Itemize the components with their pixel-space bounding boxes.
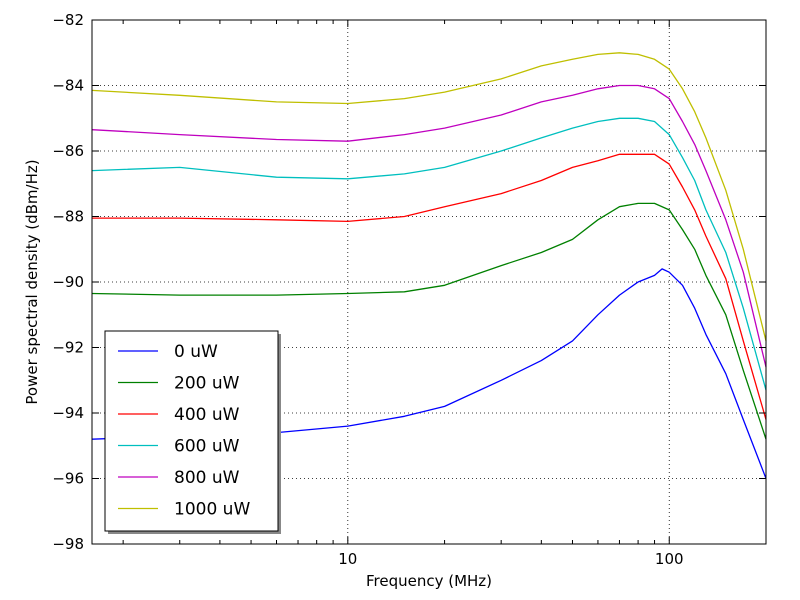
axis-ticks [92, 19, 767, 545]
y-tick-label: −96 [52, 470, 84, 488]
y-tick-label: −90 [52, 273, 84, 291]
legend-label: 200 uW [174, 374, 240, 394]
series-line [91, 202, 767, 440]
y-tick-labels: −98 −96 −94 −92 −90 −88 −86 −84 −82 [52, 11, 84, 553]
x-tick-labels: 10 100 [338, 550, 683, 568]
y-axis-label: Power spectral density (dBm/Hz) [23, 159, 41, 404]
x-tick-label: 10 [338, 550, 357, 568]
legend-label: 800 uW [174, 468, 240, 488]
legend: 0 uW 200 uW 400 uW 600 uW 800 uW 1000 uW [104, 330, 281, 534]
legend-label: 0 uW [174, 342, 218, 362]
y-tick-label: −88 [52, 208, 84, 226]
series-line [91, 268, 767, 479]
y-tick-label: −86 [52, 142, 84, 160]
y-tick-label: −98 [52, 535, 84, 553]
legend-label: 400 uW [174, 405, 240, 425]
legend-label: 1000 uW [174, 500, 250, 520]
y-tick-label: −82 [52, 11, 84, 29]
series-line [91, 117, 767, 391]
y-tick-label: −94 [52, 404, 84, 422]
series-line [91, 52, 767, 342]
series-lines [91, 52, 767, 479]
series-line [91, 84, 767, 368]
x-tick-label: 100 [655, 550, 684, 568]
legend-label: 600 uW [174, 437, 240, 457]
x-axis-label: Frequency (MHz) [366, 572, 492, 590]
y-tick-label: −84 [52, 77, 84, 95]
series-line [92, 153, 767, 420]
y-tick-label: −92 [52, 339, 84, 357]
legend-box [104, 330, 279, 532]
